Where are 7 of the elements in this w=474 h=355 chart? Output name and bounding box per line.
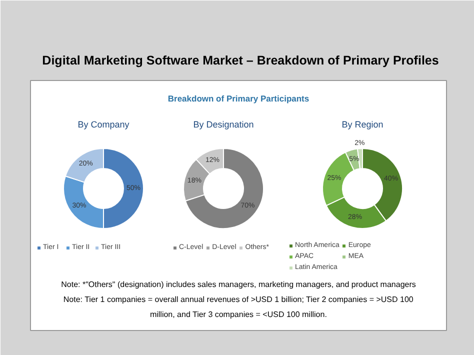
chart-title: By Region: [342, 120, 384, 130]
text: Digital Marketing Software Market – Breakdown of Primary Profiles: [42, 54, 439, 68]
text: Note: *"Others" (designation) includes sales managers, marketing managers, and product managers: [61, 280, 416, 289]
text: Breakdown of Primary Participants: [168, 94, 310, 104]
chart-title: By Designation: [193, 120, 254, 130]
text: Note: Tier 1 companies = overall annual revenues of >USD 1 billion; Tier 2 companies = >USD 100 million, and Tier 3 companies = <USD 100 million.: [63, 295, 414, 319]
chart-title: By Company: [78, 120, 130, 130]
